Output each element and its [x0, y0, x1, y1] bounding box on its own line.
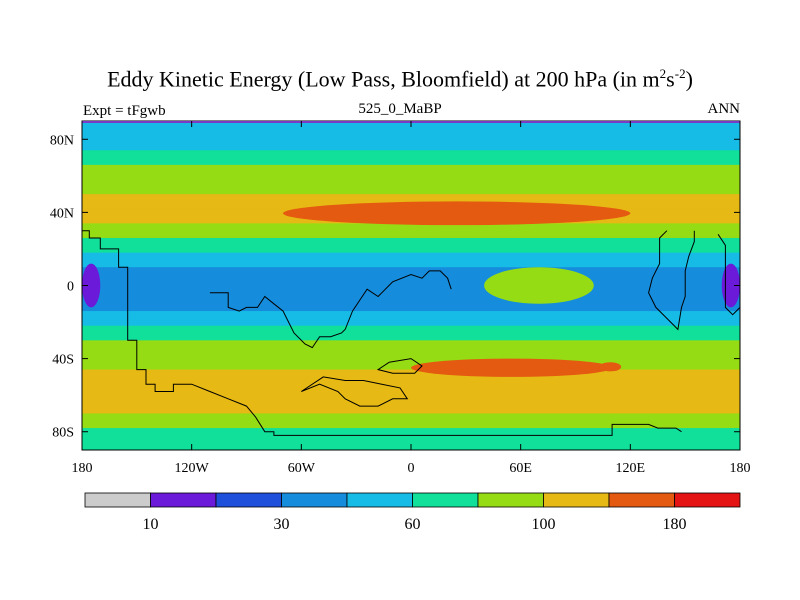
contour-fill-layer [82, 121, 740, 450]
contour-north-jet-max [283, 201, 631, 226]
contour-band [82, 369, 740, 385]
contour-south-jet-small-max [599, 362, 622, 372]
x-tick-label: 180 [730, 461, 751, 476]
x-tick-label: 120W [175, 461, 210, 476]
contour-tropical-pacific-min-west [82, 263, 101, 308]
colorbar-swatch [84, 492, 151, 508]
colorbar-label: 30 [274, 516, 290, 533]
contour-band [82, 384, 740, 400]
coastline [301, 376, 409, 407]
contour-tropical-pacific-min-east [721, 263, 740, 308]
contour-band [82, 311, 740, 327]
contour-band [82, 340, 740, 356]
subtitle-label: 525_0_MaBP [358, 101, 442, 117]
axis-ticks: 180 120W 60W 0 60E 120E 180 80N 40N 0 40S 80S [50, 121, 751, 476]
coastline [82, 230, 682, 436]
y-tick-label: 40S [52, 353, 74, 368]
contour-band [82, 121, 740, 137]
contour-south-jet-max [411, 358, 613, 377]
coastline [648, 230, 695, 331]
colorbar-swatch [477, 492, 544, 508]
contour-band [82, 281, 740, 297]
chart-title: Eddy Kinetic Energy (Low Pass, Bloomfiel… [107, 66, 693, 92]
season-label: ANN [707, 101, 741, 117]
coastline [209, 270, 452, 349]
colorbar-swatch [346, 492, 413, 508]
contour-band [82, 150, 740, 166]
colorbar: 10 30 60 100 180 [84, 492, 741, 533]
colorbar-label: 10 [143, 516, 159, 533]
coastline [717, 234, 740, 316]
colorbar-swatch [543, 492, 610, 508]
contour-band [82, 135, 740, 151]
experiment-label: Expt = tFgwb [83, 103, 166, 119]
contour-band [82, 296, 740, 312]
coastline [376, 358, 423, 374]
contour-band [82, 252, 740, 268]
y-tick-label: 80N [50, 133, 74, 148]
x-tick-label: 180 [72, 461, 93, 476]
colorbar-swatch [608, 492, 675, 508]
x-tick-label: 60E [509, 461, 532, 476]
colorbar-label: 180 [663, 516, 687, 533]
colorbar-label: 100 [532, 516, 556, 533]
contour-band [82, 237, 740, 254]
colorbar-label: 60 [405, 516, 421, 533]
colorbar-swatch [674, 492, 741, 508]
y-tick-label: 40N [50, 206, 74, 221]
colorbar-swatch [281, 492, 348, 508]
y-tick-label: 80S [52, 426, 74, 441]
contour-band [82, 354, 740, 371]
x-tick-label: 0 [408, 461, 415, 476]
y-tick-label: 0 [67, 280, 74, 295]
contour-indian-ocean-bump [484, 267, 594, 304]
contour-band [82, 179, 740, 195]
contour-band [82, 164, 740, 180]
contour-band [82, 398, 740, 414]
x-tick-label: 60W [288, 461, 316, 476]
contour-band [82, 413, 740, 429]
contour-band [82, 223, 740, 239]
coastline-layer [82, 230, 740, 436]
colorbar-swatch [215, 492, 282, 508]
x-tick-label: 120E [616, 461, 646, 476]
colorbar-swatch [412, 492, 479, 508]
contour-band [82, 325, 740, 341]
colorbar-swatch [150, 492, 217, 508]
